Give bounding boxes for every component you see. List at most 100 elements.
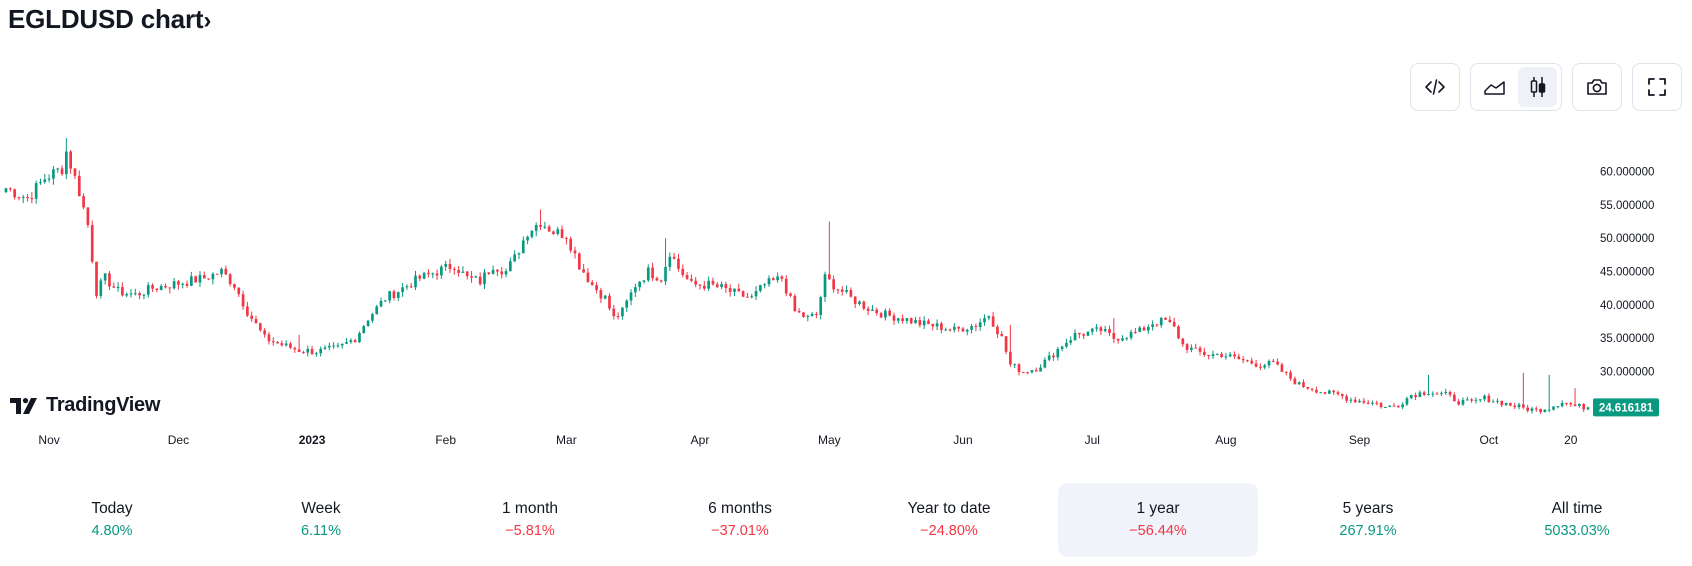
candle-up (504, 271, 508, 275)
fullscreen-button[interactable] (1632, 63, 1682, 111)
candle-up (556, 229, 560, 234)
candle-up (125, 293, 129, 296)
candle-down (741, 291, 745, 297)
candle-down (1487, 395, 1491, 403)
candle-up (1461, 399, 1465, 405)
candle-down (655, 278, 659, 281)
candle-up (646, 267, 650, 281)
page-title[interactable]: EGLDUSD chart› (8, 4, 211, 35)
candle-down (1004, 336, 1008, 352)
candle-up (4, 188, 8, 193)
candle-up (1401, 404, 1404, 408)
candle-down (8, 188, 12, 190)
period-1-month[interactable]: 1 month −5.81% (430, 483, 630, 557)
period-value: −24.80% (920, 523, 978, 539)
period-today[interactable]: Today 4.80% (12, 483, 212, 557)
x-tick-label: Apr (691, 433, 710, 447)
snapshot-button[interactable] (1572, 63, 1622, 111)
candles-chart-button[interactable] (1518, 67, 1557, 107)
candle-up (1095, 327, 1098, 329)
candle-down (293, 347, 297, 350)
candle-down (250, 315, 254, 319)
candle-up (362, 326, 366, 333)
candle-up (871, 309, 874, 311)
candle-down (457, 269, 460, 273)
candle-up (965, 329, 969, 332)
candle-up (388, 291, 391, 301)
period-5-years[interactable]: 5 years 267.91% (1268, 483, 1468, 557)
period-6-months[interactable]: 6 months −37.01% (640, 483, 840, 557)
embed-code-button[interactable] (1410, 63, 1460, 111)
period-year-to-date[interactable]: Year to date −24.80% (849, 483, 1049, 557)
candle-up (638, 281, 641, 288)
candle-down (1220, 353, 1223, 358)
candle-down (1078, 332, 1081, 335)
candle-down (1509, 402, 1512, 406)
candle-down (552, 231, 555, 234)
candle-down (1276, 361, 1279, 365)
candle-down (1203, 351, 1206, 355)
candle-up (172, 281, 176, 289)
candle-down (82, 196, 85, 208)
period-value: 4.80% (91, 523, 133, 539)
candle-down (1293, 378, 1297, 385)
candle-down (586, 272, 590, 283)
y-tick-label: 45.000000 (1600, 267, 1654, 279)
candle-up (52, 169, 55, 179)
candle-down (1112, 333, 1116, 339)
candle-up (810, 313, 814, 316)
candles-chart-icon (1530, 77, 1545, 97)
candle-down (1237, 356, 1241, 360)
candle-up (625, 300, 629, 308)
candle-up (1319, 392, 1323, 394)
period-label: Today (91, 500, 133, 517)
candle-down (1142, 327, 1146, 331)
candle-down (1284, 371, 1288, 373)
candle-up (1543, 409, 1547, 413)
candle-up (1263, 365, 1267, 368)
candle-up (1151, 324, 1154, 327)
last-price-badge (1593, 398, 1659, 417)
period-all-time[interactable]: All time 5033.03% (1477, 483, 1677, 557)
candle-down (1582, 404, 1586, 410)
candle-down (1526, 407, 1529, 411)
candle-down (241, 294, 245, 307)
candle-up (371, 314, 374, 321)
candle-down (1280, 364, 1284, 372)
period-value: 5033.03% (1544, 523, 1610, 539)
candle-up (517, 253, 521, 255)
candle-down (651, 267, 654, 279)
price-chart[interactable]: 60.000000 55.000000 50.000000 45.000000 40.0… (0, 120, 1692, 450)
candle-up (914, 320, 917, 324)
candle-up (922, 320, 926, 326)
candle-up (65, 151, 68, 175)
candle-up (1578, 404, 1581, 407)
candle-down (246, 306, 249, 316)
candle-down (138, 293, 141, 296)
period-label: All time (1551, 500, 1603, 517)
candle-up (1552, 406, 1555, 410)
candle-up (1073, 332, 1077, 341)
candle-up (1129, 331, 1133, 338)
tradingview-logo[interactable]: TradingView (10, 394, 160, 417)
candle-up (358, 332, 361, 343)
candle-down (1422, 392, 1426, 395)
area-chart-button[interactable] (1475, 67, 1514, 107)
candle-up (401, 287, 404, 293)
candle-down (276, 341, 279, 344)
candle-down (1569, 403, 1573, 405)
candle-up (806, 315, 810, 317)
candle-down (185, 283, 189, 286)
x-tick-label: Dec (168, 433, 189, 447)
candle-up (103, 273, 107, 281)
candle-down (1332, 390, 1336, 393)
candle-up (474, 276, 478, 278)
candle-up (159, 286, 163, 290)
period-week[interactable]: Week 6.11% (221, 483, 421, 557)
period-1-year[interactable]: 1 year −56.44% (1058, 483, 1258, 557)
candle-up (1103, 329, 1107, 332)
candle-up (1138, 327, 1142, 332)
candle-down (77, 175, 81, 197)
candle-up (935, 323, 939, 327)
candle-down (1168, 319, 1172, 322)
